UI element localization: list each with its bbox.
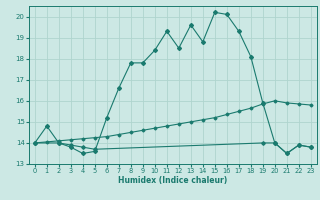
X-axis label: Humidex (Indice chaleur): Humidex (Indice chaleur) bbox=[118, 176, 228, 185]
